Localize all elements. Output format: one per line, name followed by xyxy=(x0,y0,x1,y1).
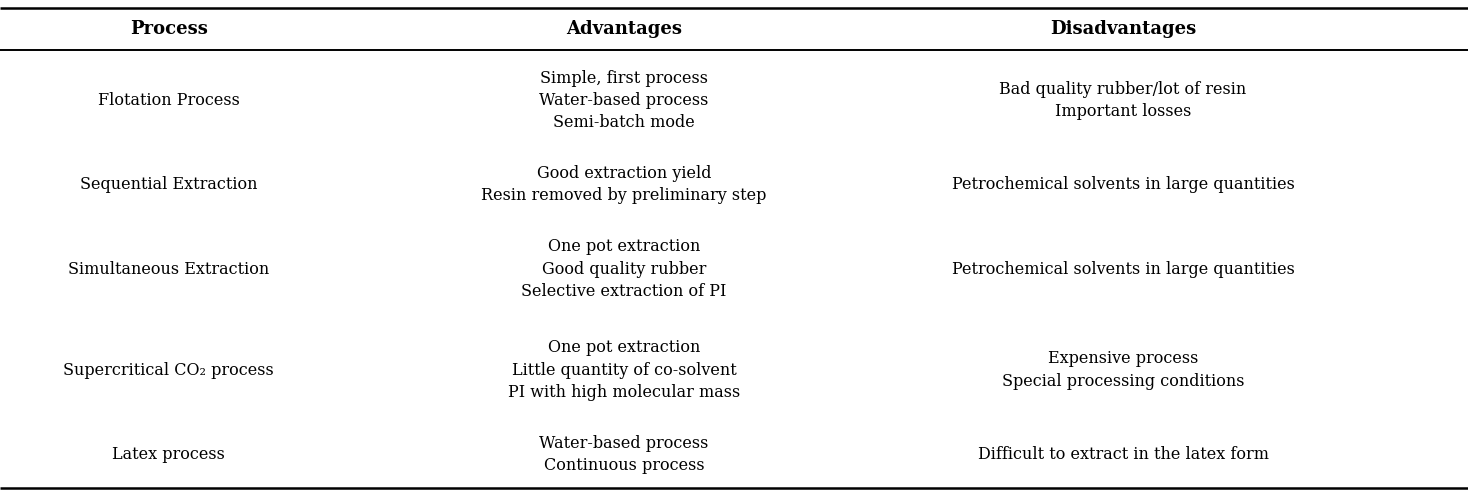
Text: Difficult to extract in the latex form: Difficult to extract in the latex form xyxy=(978,446,1268,463)
Text: Simultaneous Extraction: Simultaneous Extraction xyxy=(68,260,270,277)
Text: Latex process: Latex process xyxy=(113,446,225,463)
Text: Advantages: Advantages xyxy=(565,20,683,38)
Text: Supercritical CO₂ process: Supercritical CO₂ process xyxy=(63,362,275,378)
Text: One pot extraction
Good quality rubber
Selective extraction of PI: One pot extraction Good quality rubber S… xyxy=(521,238,727,300)
Text: Water-based process
Continuous process: Water-based process Continuous process xyxy=(539,434,709,474)
Text: Disadvantages: Disadvantages xyxy=(1050,20,1196,38)
Text: Good extraction yield
Resin removed by preliminary step: Good extraction yield Resin removed by p… xyxy=(482,165,766,204)
Text: Simple, first process
Water-based process
Semi-batch mode: Simple, first process Water-based proces… xyxy=(539,70,709,131)
Text: Sequential Extraction: Sequential Extraction xyxy=(81,176,257,193)
Text: Bad quality rubber/lot of resin
Important losses: Bad quality rubber/lot of resin Importan… xyxy=(1000,81,1246,120)
Text: Petrochemical solvents in large quantities: Petrochemical solvents in large quantiti… xyxy=(951,176,1295,193)
Text: Process: Process xyxy=(129,20,208,38)
Text: Expensive process
Special processing conditions: Expensive process Special processing con… xyxy=(1001,351,1245,390)
Text: Petrochemical solvents in large quantities: Petrochemical solvents in large quantiti… xyxy=(951,260,1295,277)
Text: One pot extraction
Little quantity of co-solvent
PI with high molecular mass: One pot extraction Little quantity of co… xyxy=(508,339,740,401)
Text: Flotation Process: Flotation Process xyxy=(98,92,239,109)
